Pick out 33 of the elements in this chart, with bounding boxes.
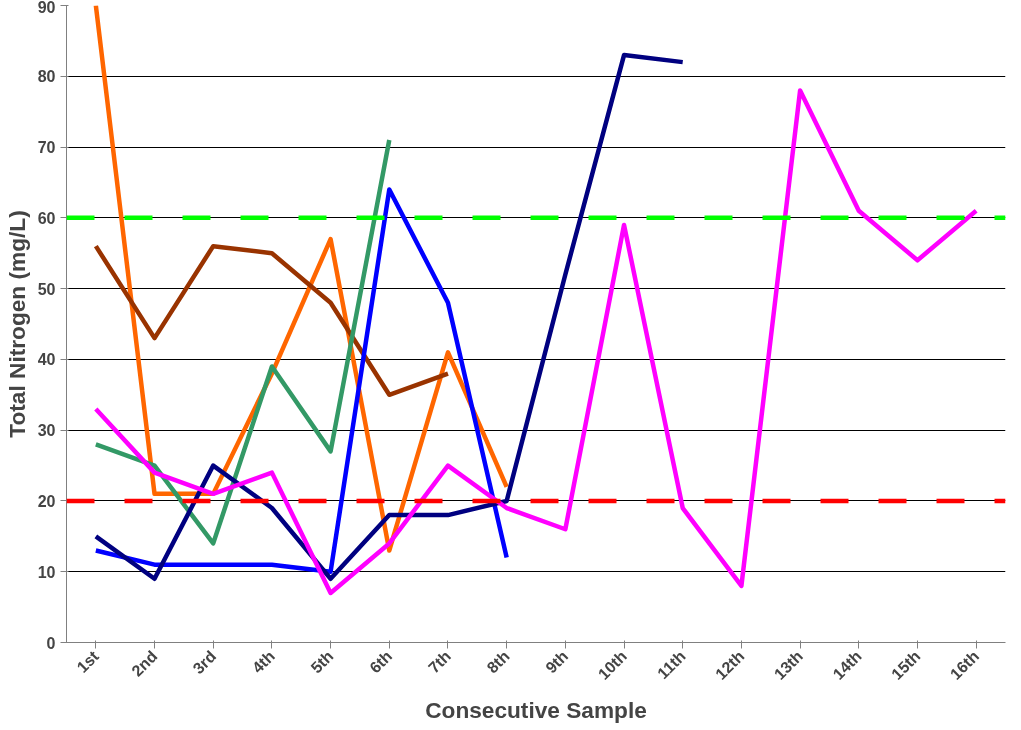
line-series: [93, 243, 451, 398]
y-tick-label: 10: [37, 563, 56, 581]
x-tick-label: 16th: [946, 647, 983, 683]
x-tick-label: 11th: [654, 647, 689, 683]
y-tick-label: 70: [37, 139, 56, 157]
y-tick-label: 0: [46, 634, 56, 652]
y-tick-label: 80: [37, 68, 56, 86]
line-series: [93, 52, 685, 582]
x-axis-title: Consecutive Sample: [425, 696, 647, 723]
x-tick-label: 12th: [712, 647, 748, 683]
y-axis-title: Total Nitrogen (mg/L): [3, 210, 30, 438]
line-series: [93, 137, 392, 546]
x-tick-label: 15th: [888, 647, 924, 683]
y-tick-label: 30: [37, 422, 56, 440]
line-series: [93, 88, 979, 596]
x-tick-label: 9th: [542, 647, 572, 677]
y-tick-label: 40: [37, 351, 56, 369]
x-tick-label: 1st: [73, 647, 103, 676]
y-tick-label: 20: [37, 492, 56, 510]
x-tick-label: 5th: [307, 647, 337, 677]
y-tick-label: 60: [37, 209, 56, 227]
x-tick-label: 10th: [594, 647, 631, 683]
x-tick-label: 14th: [829, 647, 865, 683]
x-tick-label: 8th: [483, 647, 513, 677]
y-tick-label: 50: [37, 280, 56, 298]
x-tick-label: 2nd: [128, 647, 161, 680]
line-series: [93, 187, 509, 574]
x-tick-label: 13th: [770, 647, 807, 683]
y-tick-label: 90: [37, 0, 56, 16]
x-tick-label: 4th: [248, 647, 278, 677]
x-tick-label: 3rd: [189, 647, 220, 678]
x-tick-label: 6th: [366, 647, 396, 677]
x-tick-label: 7th: [424, 647, 454, 677]
